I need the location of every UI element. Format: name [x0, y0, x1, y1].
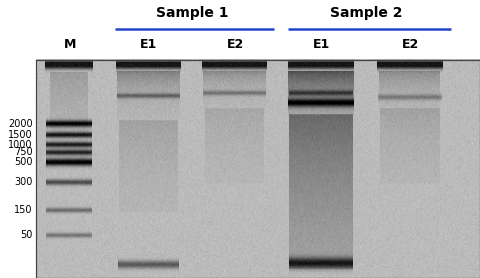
Text: Sample 2: Sample 2	[330, 6, 403, 19]
Bar	[36, 60, 480, 278]
Text: 300: 300	[14, 177, 33, 187]
Text: 50: 50	[20, 230, 33, 240]
Text: E2: E2	[402, 38, 419, 51]
Text: 2000: 2000	[8, 119, 33, 129]
Text: E1: E1	[313, 38, 330, 51]
Bar	[36, 60, 480, 278]
Text: Sample 1: Sample 1	[156, 6, 228, 19]
Text: 500: 500	[14, 157, 33, 167]
Text: M: M	[63, 38, 76, 51]
Text: 150: 150	[14, 205, 33, 215]
Text: E1: E1	[140, 38, 157, 51]
Text: E2: E2	[227, 38, 244, 51]
Text: 1000: 1000	[8, 140, 33, 150]
Text: 1500: 1500	[8, 130, 33, 140]
Text: 750: 750	[14, 147, 33, 157]
